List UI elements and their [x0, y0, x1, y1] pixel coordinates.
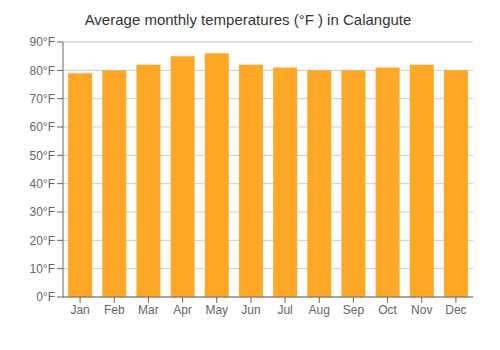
- svg-text:60°F: 60°F: [30, 120, 55, 134]
- svg-text:90°F: 90°F: [30, 35, 55, 49]
- svg-text:0°F: 0°F: [36, 290, 55, 304]
- svg-text:10°F: 10°F: [30, 262, 55, 276]
- svg-text:May: May: [205, 303, 228, 317]
- svg-text:50°F: 50°F: [30, 149, 55, 163]
- svg-text:Jul: Jul: [277, 303, 292, 317]
- svg-text:Jan: Jan: [70, 303, 89, 317]
- html-text:Average monthly temperatures (: Average monthly temperatures (°F ) in Ca…: [84, 11, 412, 28]
- svg-text:70°F: 70°F: [30, 92, 55, 106]
- svg-text:30°F: 30°F: [30, 205, 55, 219]
- svg-text:Oct: Oct: [378, 303, 397, 317]
- svg-text:Apr: Apr: [173, 303, 192, 317]
- svg-text:Sep: Sep: [343, 303, 365, 317]
- svg-text:40°F: 40°F: [30, 177, 55, 191]
- svg-text:Aug: Aug: [309, 303, 330, 317]
- svg-text:Jun: Jun: [241, 303, 260, 317]
- svg-text:Mar: Mar: [138, 303, 159, 317]
- svg-text:Nov: Nov: [411, 303, 432, 317]
- svg-text:80°F: 80°F: [30, 64, 55, 78]
- svg-text:20°F: 20°F: [30, 234, 55, 248]
- svg-text:Feb: Feb: [104, 303, 125, 317]
- svg-text:Dec: Dec: [445, 303, 466, 317]
